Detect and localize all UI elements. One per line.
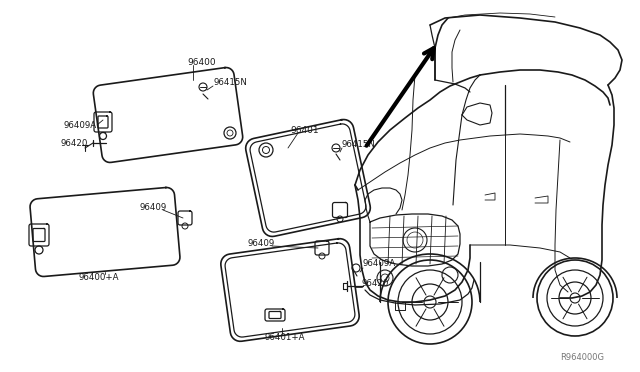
Text: 96409A: 96409A xyxy=(363,260,396,269)
Text: 96400+A: 96400+A xyxy=(78,273,118,282)
Text: 96409: 96409 xyxy=(248,238,275,247)
Text: 96401: 96401 xyxy=(290,125,319,135)
Text: 96400: 96400 xyxy=(187,58,216,67)
Text: 96420: 96420 xyxy=(60,138,88,148)
Text: 96409: 96409 xyxy=(140,202,167,212)
Text: 96409A: 96409A xyxy=(63,121,96,129)
Text: 96415N: 96415N xyxy=(213,77,247,87)
Text: 96420: 96420 xyxy=(362,279,389,288)
Text: 96401+A: 96401+A xyxy=(265,333,305,341)
Text: 96415N: 96415N xyxy=(342,140,376,148)
Text: R964000G: R964000G xyxy=(560,353,604,362)
